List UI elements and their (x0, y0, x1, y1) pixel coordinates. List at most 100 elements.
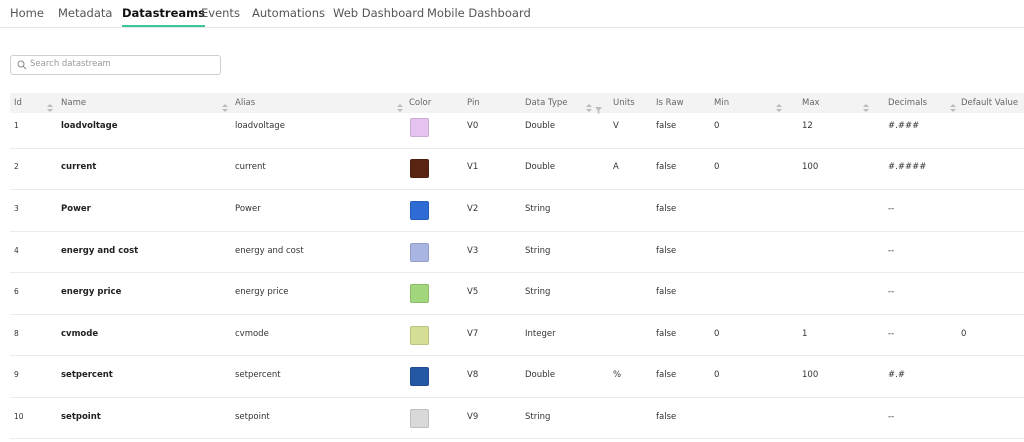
cell-alias: current (235, 162, 266, 172)
color-swatch (410, 284, 429, 303)
sort-icon[interactable] (397, 98, 403, 112)
cell-is-raw: false (656, 412, 677, 422)
tab[interactable]: Metadata (58, 6, 113, 20)
cell-decimals: #.# (888, 370, 905, 380)
tab[interactable]: Automations (252, 6, 325, 20)
cell-pin: V8 (467, 370, 479, 380)
sort-icon[interactable] (863, 98, 869, 112)
cell-is-raw: false (656, 287, 677, 297)
tab[interactable]: Mobile Dashboard (427, 6, 531, 20)
cell-name: loadvoltage (61, 121, 118, 131)
cell-data-type: String (525, 412, 551, 422)
column-header[interactable]: Name (61, 98, 87, 108)
cell-max: 100 (802, 162, 819, 172)
cell-id: 9 (14, 370, 19, 379)
column-header[interactable]: Pin (467, 98, 480, 108)
cell-data-type: Integer (525, 329, 556, 339)
column-header[interactable]: Default Value (961, 98, 1019, 108)
search-icon (17, 60, 27, 70)
cell-pin: V0 (467, 121, 479, 131)
row-divider (10, 272, 1024, 273)
cell-alias: loadvoltage (235, 121, 285, 131)
cell-min: 0 (714, 162, 720, 172)
color-swatch (410, 367, 429, 386)
cell-id: 2 (14, 162, 19, 171)
sort-icon[interactable] (950, 98, 956, 112)
row-divider (10, 438, 1024, 439)
cell-id: 8 (14, 329, 19, 338)
color-swatch (410, 201, 429, 220)
column-header[interactable]: Is Raw (656, 98, 684, 108)
tab[interactable]: Datastreams (122, 6, 205, 20)
filter-icon[interactable] (595, 99, 602, 114)
row-divider (10, 148, 1024, 149)
cell-is-raw: false (656, 121, 677, 131)
color-swatch (410, 118, 429, 137)
tab[interactable]: Web Dashboard (333, 6, 425, 20)
cell-alias: setpercent (235, 370, 281, 380)
cell-decimals: -- (888, 246, 895, 256)
cell-data-type: Double (525, 370, 556, 380)
row-divider (10, 355, 1024, 356)
cell-name: setpercent (61, 370, 113, 380)
cell-name: energy price (61, 287, 122, 297)
cell-pin: V5 (467, 287, 479, 297)
sort-icon[interactable] (47, 98, 53, 112)
cell-pin: V3 (467, 246, 479, 256)
cell-data-type: String (525, 204, 551, 214)
sort-icon[interactable] (222, 98, 228, 112)
cell-min: 0 (714, 329, 720, 339)
active-tab-underline (122, 25, 205, 27)
tab[interactable]: Home (10, 6, 44, 20)
cell-decimals: -- (888, 412, 895, 422)
cell-max: 12 (802, 121, 813, 131)
cell-data-type: Double (525, 121, 556, 131)
cell-id: 6 (14, 287, 19, 296)
cell-alias: energy and cost (235, 246, 304, 256)
cell-alias: Power (235, 204, 261, 214)
column-header[interactable]: Alias (235, 98, 256, 108)
search-box[interactable]: Search datastream (10, 55, 221, 75)
cell-alias: cvmode (235, 329, 269, 339)
cell-decimals: -- (888, 204, 895, 214)
cell-is-raw: false (656, 370, 677, 380)
cell-is-raw: false (656, 162, 677, 172)
cell-max: 100 (802, 370, 819, 380)
color-swatch (410, 243, 429, 262)
cell-id: 10 (14, 412, 24, 421)
column-header[interactable]: Min (714, 98, 730, 108)
cell-pin: V7 (467, 329, 479, 339)
table-header (10, 93, 1024, 113)
cell-name: current (61, 162, 97, 172)
column-header[interactable]: Decimals (888, 98, 928, 108)
cell-name: cvmode (61, 329, 99, 339)
cell-default-value: 0 (961, 329, 967, 339)
column-header[interactable]: Data Type (525, 98, 568, 108)
sort-icon[interactable] (586, 98, 592, 112)
cell-decimals: #.#### (888, 162, 927, 172)
row-divider (10, 314, 1024, 315)
cell-data-type: String (525, 287, 551, 297)
column-header[interactable]: Max (802, 98, 820, 108)
tab[interactable]: Events (201, 6, 240, 20)
cell-name: setpoint (61, 412, 101, 422)
cell-name: Power (61, 204, 91, 214)
cell-data-type: String (525, 246, 551, 256)
column-header[interactable]: Id (14, 98, 22, 108)
column-header[interactable]: Color (409, 98, 432, 108)
cell-max: 1 (802, 329, 808, 339)
cell-alias: energy price (235, 287, 289, 297)
cell-min: 0 (714, 370, 720, 380)
cell-data-type: Double (525, 162, 556, 172)
search-placeholder: Search datastream (30, 59, 111, 69)
cell-id: 4 (14, 246, 19, 255)
color-swatch (410, 159, 429, 178)
sort-icon[interactable] (776, 98, 782, 112)
cell-is-raw: false (656, 329, 677, 339)
cell-name: energy and cost (61, 246, 139, 256)
cell-alias: setpoint (235, 412, 270, 422)
cell-units: V (613, 121, 619, 131)
column-header[interactable]: Units (613, 98, 635, 108)
row-divider (10, 189, 1024, 190)
